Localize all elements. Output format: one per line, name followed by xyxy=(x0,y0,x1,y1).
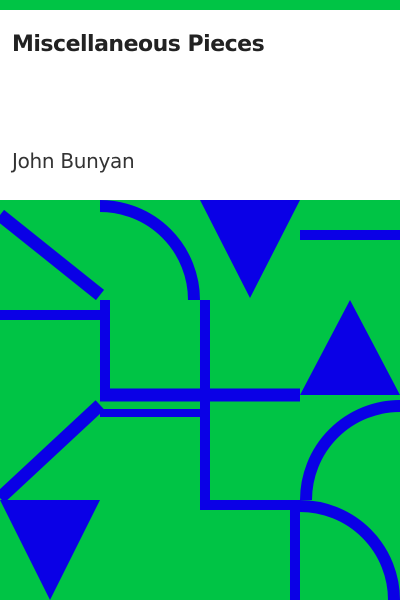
art-arc xyxy=(300,400,400,501)
art-diagonal-line xyxy=(0,400,105,503)
top-color-strip xyxy=(0,0,400,10)
cover-artwork xyxy=(0,200,400,600)
book-title: Miscellaneous Pieces xyxy=(12,32,265,57)
art-arc xyxy=(299,500,400,600)
art-triangle xyxy=(300,300,400,395)
art-triangle xyxy=(0,500,100,600)
art-arc xyxy=(99,200,200,301)
book-author: John Bunyan xyxy=(12,149,135,173)
art-diagonal-line xyxy=(0,209,105,301)
art-triangle xyxy=(200,200,300,298)
cover-header: Miscellaneous Pieces John Bunyan xyxy=(0,10,400,200)
